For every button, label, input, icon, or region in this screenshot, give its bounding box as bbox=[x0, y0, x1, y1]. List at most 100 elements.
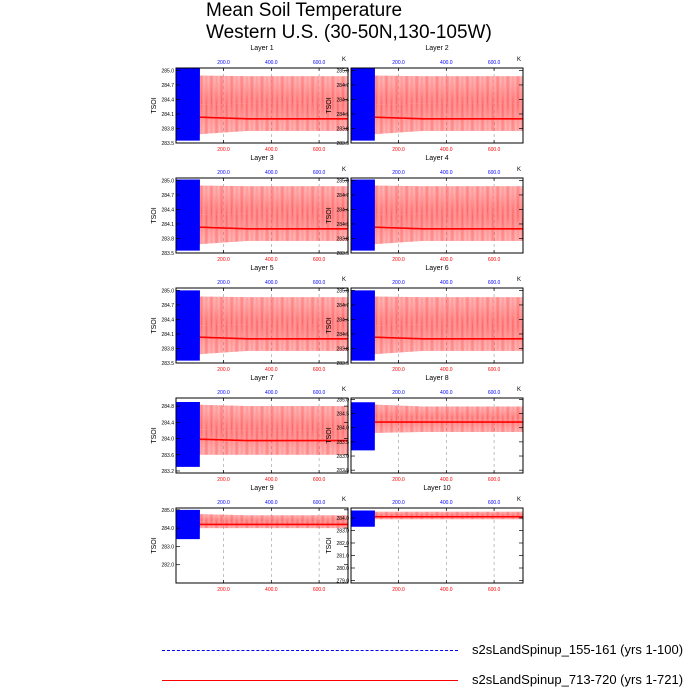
x-tick-label-bottom: 400.0 bbox=[265, 367, 278, 373]
x-tick-label-top: 200.0 bbox=[392, 170, 405, 176]
series-red-cycle bbox=[350, 296, 524, 356]
legend-label-blue: s2sLandSpinup_155-161 (yrs 1-100) bbox=[472, 642, 684, 657]
x-tick-label-top: 600.0 bbox=[313, 500, 326, 506]
y-tick-label: 284.7 bbox=[161, 83, 174, 89]
plot-frame bbox=[175, 177, 349, 254]
y-tick-label: 283.5 bbox=[161, 251, 174, 257]
y-tick-label: 283.0 bbox=[336, 454, 349, 460]
y-tick-label: 284.4 bbox=[336, 207, 349, 213]
units-label: K bbox=[517, 167, 521, 173]
y-tick-label: 283.0 bbox=[336, 529, 349, 535]
y-tick-label: 285.0 bbox=[336, 178, 349, 184]
x-tick-label-top: 200.0 bbox=[392, 60, 405, 66]
x-tick-label-bottom: 400.0 bbox=[265, 257, 278, 263]
x-tick-label-bottom: 600.0 bbox=[488, 367, 501, 373]
chart-title-line1: Mean Soil Temperature bbox=[206, 0, 403, 21]
legend-swatch-red bbox=[162, 680, 458, 681]
legend: s2sLandSpinup_155-161 (yrs 1-100) s2sLan… bbox=[160, 640, 683, 690]
panel-3: Layer 3 K TSOI 283.5 283.8 284.1 284.4 284.7 285… bbox=[151, 155, 349, 263]
series-blue-cycle bbox=[175, 290, 200, 361]
x-tick-label-bottom: 400.0 bbox=[440, 587, 453, 593]
x-tick-label-top: 600.0 bbox=[313, 280, 326, 286]
y-tick-label: 284.1 bbox=[336, 112, 349, 118]
series-red-mean bbox=[175, 225, 348, 230]
series-blue-cycle bbox=[350, 402, 375, 451]
y-tick-label: 281.0 bbox=[336, 554, 349, 560]
x-tick-label-top: 600.0 bbox=[313, 390, 326, 396]
y-tick-label: 279.0 bbox=[336, 579, 349, 585]
y-tick-label: 284.4 bbox=[161, 97, 174, 103]
x-tick-label-top: 200.0 bbox=[217, 170, 230, 176]
y-tick-label: 283.5 bbox=[161, 361, 174, 367]
series-blue-cycle bbox=[175, 402, 200, 467]
legend-item-blue: s2sLandSpinup_155-161 (yrs 1-100) bbox=[160, 640, 683, 662]
x-tick-label-top: 600.0 bbox=[313, 170, 326, 176]
x-tick-label-bottom: 600.0 bbox=[313, 367, 326, 373]
x-tick-label-bottom: 200.0 bbox=[217, 147, 230, 153]
series-red-cycle bbox=[175, 296, 349, 356]
y-axis-label: TSOI bbox=[151, 207, 158, 223]
series-blue-cycle bbox=[175, 67, 200, 141]
y-tick-label: 283.8 bbox=[161, 126, 174, 132]
x-tick-label-bottom: 600.0 bbox=[313, 587, 326, 593]
x-tick-label-top: 600.0 bbox=[488, 390, 501, 396]
legend-swatch-blue bbox=[162, 650, 458, 651]
series-red-mean bbox=[350, 335, 523, 340]
x-tick-label-bottom: 600.0 bbox=[488, 587, 501, 593]
y-tick-label: 284.7 bbox=[161, 303, 174, 309]
y-axis-label: TSOI bbox=[151, 427, 158, 443]
plot-frame bbox=[175, 67, 349, 144]
units-label: K bbox=[517, 277, 521, 283]
panel-title: Layer 10 bbox=[423, 485, 450, 492]
y-tick-label: 282.0 bbox=[336, 541, 349, 547]
x-tick-label-bottom: 400.0 bbox=[440, 257, 453, 263]
y-tick-label: 284.1 bbox=[161, 112, 174, 118]
y-axis-label: TSOI bbox=[151, 537, 158, 553]
plot-frame bbox=[350, 287, 524, 364]
series-blue-cycle bbox=[350, 510, 375, 527]
x-tick-label-bottom: 600.0 bbox=[488, 147, 501, 153]
chart-title-line2: Western U.S. (30-50N,130-105W) bbox=[206, 22, 492, 43]
y-tick-label: 284.4 bbox=[336, 317, 349, 323]
x-tick-label-top: 400.0 bbox=[265, 390, 278, 396]
series-red-cycle bbox=[350, 511, 524, 520]
series-red-cycle bbox=[175, 513, 349, 529]
x-tick-label-bottom: 400.0 bbox=[440, 367, 453, 373]
x-tick-label-top: 400.0 bbox=[440, 500, 453, 506]
panel-title: Layer 4 bbox=[425, 155, 448, 162]
y-axis-label: TSOI bbox=[326, 427, 333, 443]
legend-label-red: s2sLandSpinup_713-720 (yrs 1-721) bbox=[472, 672, 684, 687]
y-tick-label: 282.0 bbox=[161, 563, 174, 569]
x-tick-label-top: 400.0 bbox=[265, 280, 278, 286]
y-tick-label: 285.0 bbox=[161, 178, 174, 184]
units-label: K bbox=[517, 387, 521, 393]
y-tick-label: 285.0 bbox=[336, 288, 349, 294]
units-label: K bbox=[342, 387, 346, 393]
x-tick-label-bottom: 200.0 bbox=[392, 147, 405, 153]
x-tick-label-bottom: 200.0 bbox=[392, 257, 405, 263]
y-axis-label: TSOI bbox=[326, 317, 333, 333]
series-red-cycle bbox=[175, 185, 349, 246]
panel-title: Layer 3 bbox=[250, 155, 273, 162]
y-axis-label: TSOI bbox=[326, 97, 333, 113]
y-tick-label: 284.7 bbox=[336, 83, 349, 89]
panel-title: Layer 1 bbox=[250, 45, 273, 52]
y-tick-label: 283.5 bbox=[336, 141, 349, 147]
panel-4: Layer 4 K TSOI 283.5 283.8 284.1 284.4 284.7 285… bbox=[326, 155, 524, 263]
x-tick-label-top: 200.0 bbox=[217, 280, 230, 286]
x-tick-label-top: 200.0 bbox=[392, 390, 405, 396]
series-red-cycle bbox=[350, 75, 524, 136]
y-tick-label: 284.1 bbox=[161, 222, 174, 228]
x-tick-label-bottom: 400.0 bbox=[265, 477, 278, 483]
series-blue-cycle bbox=[350, 67, 375, 141]
y-tick-label: 284.0 bbox=[336, 426, 349, 432]
x-tick-label-bottom: 400.0 bbox=[440, 147, 453, 153]
x-tick-label-top: 600.0 bbox=[488, 280, 501, 286]
x-tick-label-top: 400.0 bbox=[265, 60, 278, 66]
panel-title: Layer 9 bbox=[250, 485, 273, 492]
x-tick-label-top: 200.0 bbox=[217, 500, 230, 506]
y-tick-label: 284.7 bbox=[161, 193, 174, 199]
x-tick-label-top: 600.0 bbox=[488, 60, 501, 66]
